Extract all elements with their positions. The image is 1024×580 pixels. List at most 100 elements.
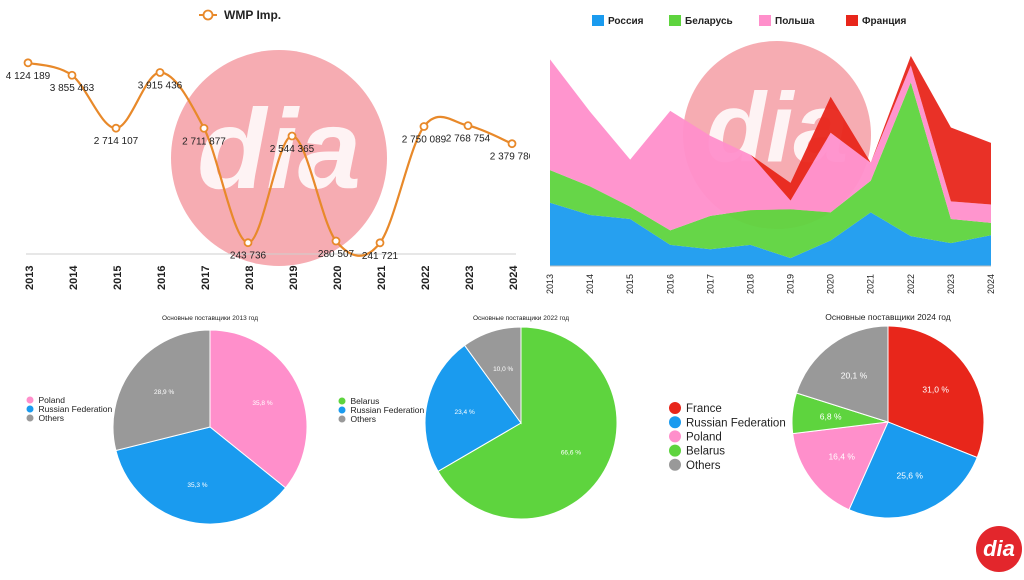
data-point bbox=[507, 139, 517, 149]
data-label: 4 124 189 bbox=[6, 71, 51, 82]
data-label: 3 915 436 bbox=[138, 80, 183, 91]
pie-value-label: 66,6 % bbox=[561, 450, 581, 457]
x-tick-label: 2021 bbox=[376, 266, 388, 290]
legend-swatch-poland bbox=[759, 15, 771, 26]
data-point bbox=[243, 238, 253, 248]
data-label: 2 379 786 bbox=[490, 152, 530, 163]
pie-chart-2024: Основные поставщики 2024 год 31,0 % 25,6 %… bbox=[669, 312, 985, 519]
legend-swatch-belarus bbox=[669, 15, 681, 26]
data-point bbox=[23, 58, 33, 68]
x-tick-label: 2018 bbox=[745, 274, 755, 294]
pie-slice-poland bbox=[209, 329, 308, 489]
x-tick-label: 2023 bbox=[464, 266, 476, 290]
pie-value-label: 25,6 % bbox=[896, 470, 923, 480]
x-tick-label: 2015 bbox=[112, 266, 124, 290]
legend-label: Россия bbox=[608, 16, 644, 27]
data-label: 2 714 107 bbox=[94, 136, 139, 147]
data-point bbox=[111, 123, 121, 133]
data-point bbox=[155, 68, 165, 77]
legend-label: Others bbox=[39, 413, 65, 423]
legend-dot-belarus bbox=[669, 444, 681, 457]
legend-label: Belarus bbox=[686, 446, 725, 458]
data-label: 243 736 bbox=[230, 251, 267, 262]
x-tick-label: 2019 bbox=[786, 274, 796, 294]
x-tick-label: 2015 bbox=[625, 274, 635, 294]
x-tick-label: 2020 bbox=[826, 274, 836, 294]
area-france bbox=[550, 55, 991, 205]
pie-value-label: 31,0 % bbox=[922, 385, 949, 395]
legend-dot-poland bbox=[669, 430, 681, 443]
pie-slice-russia bbox=[115, 426, 287, 525]
legend-label: Poland bbox=[39, 395, 66, 405]
data-point bbox=[287, 131, 297, 141]
x-tick-label: 2013 bbox=[545, 274, 555, 294]
pie-value-label: 35,3 % bbox=[187, 482, 207, 489]
x-tick-label: 2022 bbox=[906, 274, 916, 294]
legend-dot-others bbox=[669, 458, 681, 471]
data-label: 2 750 089 bbox=[402, 134, 447, 145]
legend-label: Франция bbox=[862, 16, 907, 27]
pie-title: Основные поставщики 2022 год bbox=[473, 315, 569, 322]
x-tick-label: 2013 bbox=[24, 266, 36, 290]
legend-dot-russia bbox=[26, 405, 34, 413]
pie-title: Основные поставщики 2024 год bbox=[825, 312, 951, 322]
pie-chart-2022: Основные поставщики 2022 год 66,6 % 23,4 %… bbox=[338, 315, 618, 520]
data-label: 2 768 754 bbox=[446, 134, 491, 145]
data-point bbox=[331, 236, 341, 246]
x-tick-label: 2024 bbox=[508, 265, 520, 290]
legend-dot-belarus bbox=[338, 397, 346, 405]
legend: WMP Imp. bbox=[199, 8, 281, 22]
pie-value-label: 10,0 % bbox=[493, 366, 513, 373]
pie-slice-france bbox=[887, 325, 985, 459]
pie-value-label: 20,1 % bbox=[841, 371, 868, 381]
legend-dot-others bbox=[26, 414, 34, 422]
x-tick-label: 2021 bbox=[866, 274, 876, 294]
pie-chart-2013: Основные поставщики 2013 год 35,8 % 35,3 %… bbox=[26, 315, 308, 525]
data-point bbox=[67, 70, 77, 80]
data-label: 280 507 bbox=[318, 249, 355, 260]
pie-title: Основные поставщики 2013 год bbox=[162, 315, 258, 322]
x-tick-label: 2022 bbox=[420, 266, 432, 290]
legend-swatch-france bbox=[846, 15, 858, 26]
legend-label: Польша bbox=[775, 16, 815, 27]
x-tick-label: 2020 bbox=[332, 266, 344, 290]
pie-value-label: 35,8 % bbox=[252, 400, 272, 407]
legend-label: Others bbox=[351, 414, 377, 424]
x-tick-label: 2014 bbox=[585, 274, 595, 294]
legend-marker bbox=[202, 9, 214, 21]
legend-label: Poland bbox=[686, 432, 722, 444]
legend-dot-russia bbox=[669, 416, 681, 429]
dia-logo: dia bbox=[976, 526, 1022, 572]
data-point bbox=[463, 121, 473, 131]
x-tick-label: 2016 bbox=[665, 274, 675, 294]
legend-swatch-russia bbox=[592, 15, 604, 26]
legend-label: Беларусь bbox=[685, 16, 733, 27]
data-label: 241 721 bbox=[362, 251, 399, 262]
x-tick-label: 2017 bbox=[705, 274, 715, 294]
legend-label: Russian Federation bbox=[686, 417, 786, 429]
data-label: 2 711 877 bbox=[182, 136, 226, 147]
pie-value-label: 6,8 % bbox=[820, 412, 842, 422]
legend-label: WMP Imp. bbox=[224, 8, 281, 22]
pie-value-label: 16,4 % bbox=[828, 451, 855, 461]
legend-label: Russian Federation bbox=[351, 405, 425, 415]
x-tick-label: 2023 bbox=[946, 274, 956, 294]
pie-value-label: 28,9 % bbox=[154, 389, 174, 396]
legend-dot-france bbox=[669, 402, 681, 414]
legend-label: France bbox=[686, 403, 722, 415]
data-label: 2 544 365 bbox=[270, 144, 315, 155]
area-russia bbox=[550, 202, 991, 266]
x-tick-label: 2016 bbox=[156, 266, 168, 290]
legend-dot-russia bbox=[338, 406, 346, 414]
pie-slice-others bbox=[112, 329, 211, 452]
legend-label: Russian Federation bbox=[39, 404, 113, 414]
x-tick-label: 2019 bbox=[288, 266, 300, 290]
data-point bbox=[199, 123, 209, 133]
legend-label: Belarus bbox=[351, 396, 380, 406]
legend-dot-others bbox=[338, 415, 346, 423]
pie-slice-others bbox=[795, 325, 889, 423]
legend-label: Others bbox=[686, 460, 721, 472]
pie-value-label: 23,4 % bbox=[455, 409, 475, 416]
